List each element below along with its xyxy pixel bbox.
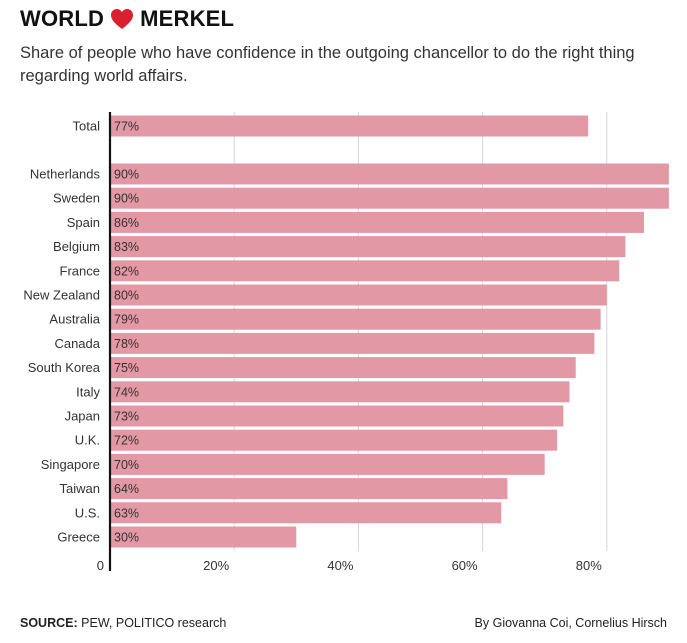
title-merkel: MERKEL: [140, 6, 235, 31]
bar-japan: [110, 405, 564, 427]
chart-title: WORLD MERKEL: [20, 4, 234, 34]
bar-u-k: [110, 429, 558, 451]
bar-spain: [110, 211, 645, 233]
title-world: WORLD: [20, 6, 105, 31]
bar-taiwan: [110, 478, 508, 500]
category-labels: Total Netherlands Sweden Spain Belgium France…: [23, 119, 100, 545]
source-note: SOURCE: PEW, POLITICO research: [20, 616, 226, 630]
category-label-italy: Italy: [76, 384, 100, 399]
value-label-sweden: 90%: [114, 192, 139, 206]
bar-belgium: [110, 236, 626, 258]
value-label-singapore: 70%: [114, 458, 139, 472]
gridlines: [233, 112, 608, 551]
bar-netherlands: [110, 163, 669, 185]
x-tick-label-60: 60%: [452, 558, 478, 573]
bar-total: [110, 115, 589, 137]
chart-subtitle: Share of people who have confidence in t…: [20, 44, 635, 85]
category-label-u-k: U.K.: [75, 433, 100, 448]
category-label-u-s: U.S.: [75, 505, 100, 520]
bar-france: [110, 260, 620, 282]
x-tick-label-0: 0: [97, 558, 104, 573]
value-label-spain: 86%: [114, 216, 139, 230]
value-label-u-k: 72%: [114, 434, 139, 448]
bar-canada: [110, 332, 595, 354]
category-label-greece: Greece: [57, 530, 100, 545]
category-label-total: Total: [73, 119, 101, 134]
category-label-taiwan: Taiwan: [60, 481, 100, 496]
value-label-total: 77%: [114, 120, 139, 134]
category-label-singapore: Singapore: [41, 457, 100, 472]
value-label-netherlands: 90%: [114, 168, 139, 182]
value-label-france: 82%: [114, 264, 139, 278]
category-label-japan: Japan: [65, 409, 100, 424]
bar-singapore: [110, 453, 545, 475]
value-label-japan: 73%: [114, 410, 139, 424]
category-label-netherlands: Netherlands: [30, 167, 101, 182]
byline: By Giovanna Coi, Cornelius Hirsch: [474, 616, 667, 630]
category-label-spain: Spain: [67, 215, 100, 230]
value-label-italy: 74%: [114, 385, 139, 399]
bar-new-zealand: [110, 284, 607, 306]
category-label-new-zealand: New Zealand: [23, 288, 100, 303]
value-label-canada: 78%: [114, 337, 139, 351]
bar-italy: [110, 381, 570, 403]
x-tick-label-40: 40%: [327, 558, 353, 573]
bars: [110, 115, 669, 548]
source-label: SOURCE:: [20, 616, 78, 630]
category-label-belgium: Belgium: [53, 239, 100, 254]
category-label-canada: Canada: [54, 336, 100, 351]
value-label-australia: 79%: [114, 313, 139, 327]
source-text: PEW, POLITICO research: [81, 616, 227, 630]
heart-icon: [111, 9, 134, 29]
category-label-australia: Australia: [49, 312, 100, 327]
bar-australia: [110, 308, 601, 330]
bar-greece: [110, 526, 297, 548]
bar-sweden: [110, 187, 669, 209]
value-label-belgium: 83%: [114, 240, 139, 254]
bar-chart: Total Netherlands Sweden Spain Belgium France…: [23, 112, 669, 573]
x-tick-label-80: 80%: [576, 558, 602, 573]
value-label-taiwan: 64%: [114, 482, 139, 496]
x-tick-labels: 0 20% 40% 60% 80%: [97, 558, 602, 573]
value-label-south-korea: 75%: [114, 361, 139, 375]
category-label-sweden: Sweden: [53, 191, 100, 206]
x-tick-label-20: 20%: [203, 558, 229, 573]
value-label-greece: 30%: [114, 531, 139, 545]
bar-south-korea: [110, 357, 576, 379]
category-label-france: France: [60, 263, 100, 278]
bar-u-s: [110, 502, 502, 524]
value-label-new-zealand: 80%: [114, 289, 139, 303]
value-labels: 77% 90% 90% 86% 83% 82% 80% 79% 78% 75% 74% 73% 72% 7…: [114, 120, 139, 545]
value-label-u-s: 63%: [114, 506, 139, 520]
category-label-south-korea: South Korea: [28, 360, 101, 375]
